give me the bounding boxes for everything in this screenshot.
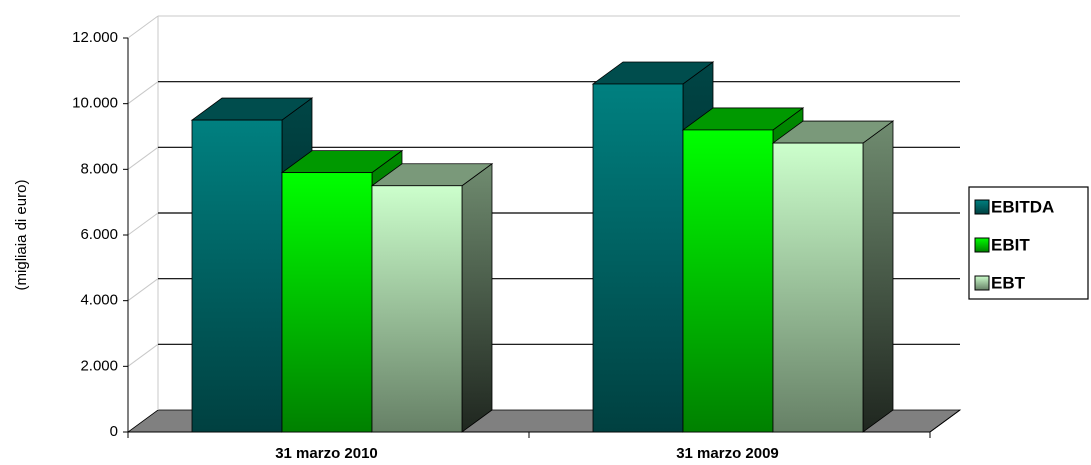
bar xyxy=(281,172,373,433)
x-tick-label: 31 marzo 2009 xyxy=(676,445,779,462)
bar xyxy=(592,83,684,433)
legend-swatch xyxy=(974,199,990,215)
side-wall-top xyxy=(127,15,159,39)
x-tick-label: 31 marzo 2010 xyxy=(275,445,378,462)
floor-edge xyxy=(929,409,961,433)
y-tick-label: 0 xyxy=(110,423,118,440)
y-tick-label: 2.000 xyxy=(80,357,118,374)
legend-label: EBT xyxy=(991,273,1026,292)
y-axis-label: (migliaia di euro) xyxy=(13,180,30,291)
y-tick-label: 10.000 xyxy=(72,95,118,112)
y-tick-label: 8.000 xyxy=(80,160,118,177)
bar xyxy=(772,142,864,433)
y-tick-label: 12.000 xyxy=(72,29,118,46)
bar-side xyxy=(862,120,894,433)
bar xyxy=(371,185,463,433)
y-tick-label: 6.000 xyxy=(80,226,118,243)
grid-line-side xyxy=(127,343,159,367)
grid-line-side xyxy=(127,81,159,105)
grid-line-side xyxy=(127,278,159,302)
bar xyxy=(682,129,774,433)
grid-line-side xyxy=(127,146,159,170)
legend-swatch xyxy=(974,237,990,253)
legend-label: EBITDA xyxy=(991,197,1054,216)
grid-line-side xyxy=(127,212,159,236)
y-tick-label: 4.000 xyxy=(80,292,118,309)
legend-label: EBIT xyxy=(991,235,1030,254)
legend-swatch xyxy=(974,275,990,291)
bar-side xyxy=(461,162,493,433)
bar xyxy=(191,119,283,433)
